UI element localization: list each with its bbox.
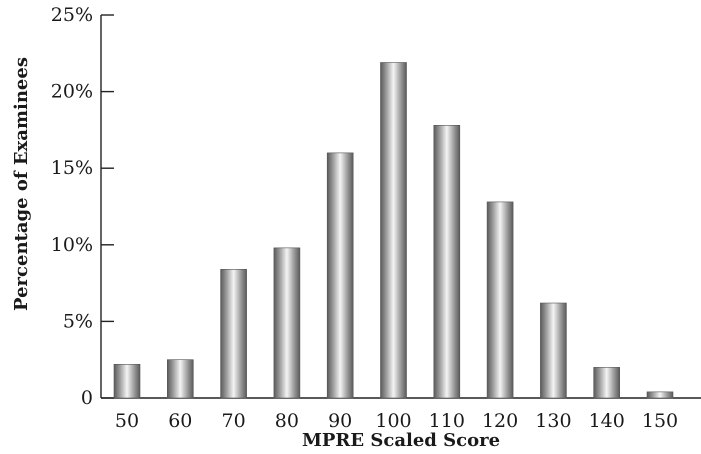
x-axis-title: MPRE Scaled Score bbox=[302, 430, 500, 451]
bar-110 bbox=[433, 125, 461, 399]
y-tick-label: 0 bbox=[81, 387, 93, 409]
y-tick-label: 10% bbox=[51, 234, 93, 256]
axis-titles: MPRE Scaled Score Percentage of Examinee… bbox=[11, 57, 500, 451]
bar-150 bbox=[646, 391, 674, 399]
bar-100 bbox=[380, 62, 407, 399]
x-tick-label: 60 bbox=[168, 410, 192, 432]
x-tick-label: 130 bbox=[535, 410, 571, 432]
bar-80 bbox=[273, 247, 301, 399]
x-tick-label: 120 bbox=[482, 410, 518, 432]
bar-130 bbox=[540, 302, 567, 399]
y-tick-label: 5% bbox=[63, 310, 93, 332]
bar-120 bbox=[486, 201, 514, 399]
bar-70 bbox=[220, 269, 247, 399]
bar-50 bbox=[113, 363, 141, 399]
x-tick-label: 150 bbox=[642, 410, 678, 432]
bar-90 bbox=[326, 152, 354, 399]
x-tick-label: 70 bbox=[222, 410, 246, 432]
x-tick-label: 100 bbox=[375, 410, 411, 432]
bar-60 bbox=[167, 359, 194, 399]
y-tick-label: 20% bbox=[51, 81, 93, 103]
x-tick-label: 140 bbox=[589, 410, 625, 432]
x-tick-label: 80 bbox=[275, 410, 299, 432]
bars bbox=[113, 62, 674, 399]
x-tick-label: 110 bbox=[429, 410, 465, 432]
y-axis-title: Percentage of Examinees bbox=[11, 57, 32, 311]
x-axis: 50 60 70 80 90 100 110 120 130 140 150 bbox=[101, 397, 701, 432]
y-axis: 0 5% 10% 15% 20% 25% bbox=[51, 4, 114, 409]
bar-140 bbox=[593, 367, 621, 399]
y-tick-label: 15% bbox=[51, 157, 93, 179]
x-tick-label: 50 bbox=[115, 410, 139, 432]
y-tick-label: 25% bbox=[51, 4, 93, 26]
x-tick-label: 90 bbox=[328, 410, 352, 432]
